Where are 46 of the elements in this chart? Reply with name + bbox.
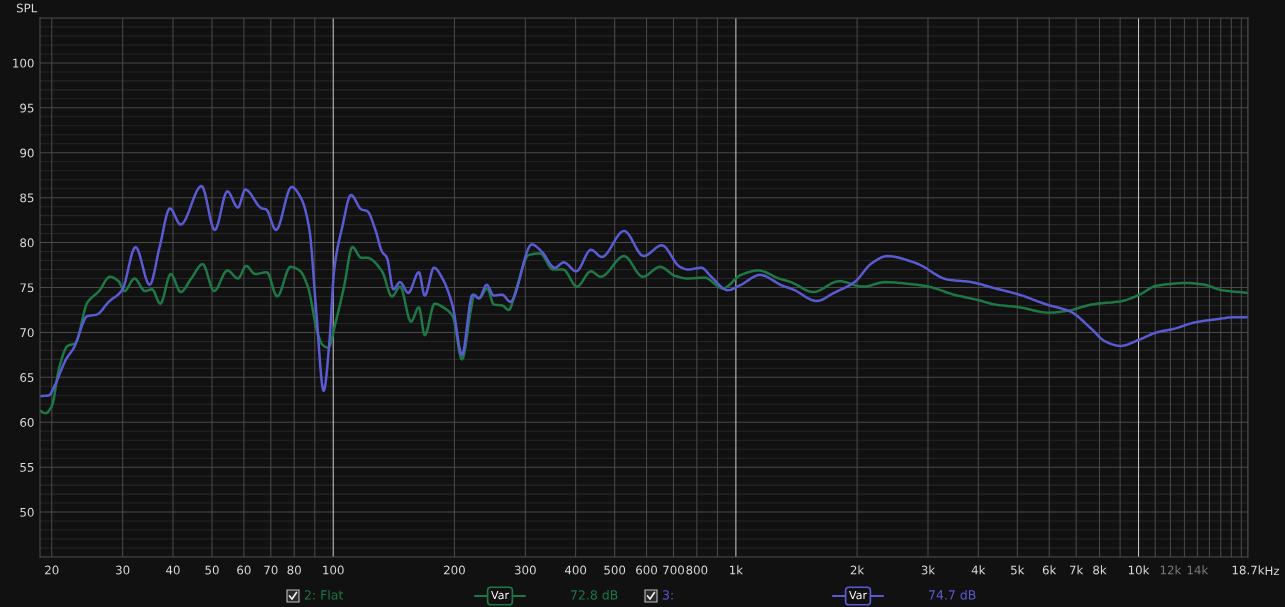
y-tick-label: 60 <box>20 417 34 427</box>
x-tick-label: 30 <box>116 565 130 575</box>
y-tick-label: 75 <box>20 283 34 293</box>
x-tick-label: 5k <box>1011 565 1025 575</box>
y-axis-title: SPL <box>16 3 38 13</box>
x-tick-label: 8k <box>1093 565 1107 575</box>
y-tick-label: 65 <box>20 373 34 382</box>
x-tick-label: 100 <box>323 565 344 575</box>
x-tick-label: 10k <box>1128 565 1150 575</box>
y-tick-label: 55 <box>20 463 34 472</box>
x-tick-label: 12k <box>1160 565 1182 575</box>
text: 74.7 dB <box>929 589 976 600</box>
x-tick-label: 60 <box>237 565 251 575</box>
text: Var <box>491 590 510 600</box>
x-tick-label: 7k <box>1069 565 1084 575</box>
x-tick-label: 3k <box>921 565 936 575</box>
x-tick-label: 700 <box>663 565 684 575</box>
y-tick-label: 85 <box>20 193 34 203</box>
x-tick-label: 14k <box>1187 565 1209 575</box>
x-tick-label: 70 <box>264 565 278 575</box>
x-tick-label: 600 <box>636 565 658 575</box>
x-tick-label: 50 <box>205 565 219 575</box>
x-tick-label: 2k <box>850 565 865 575</box>
text: Var <box>849 590 868 600</box>
x-tick-label: 500 <box>604 565 626 575</box>
y-tick-label: 50 <box>20 507 34 517</box>
x-tick-label: 6k <box>1042 565 1057 575</box>
text: 3: <box>662 590 673 600</box>
x-tick-label: 800 <box>686 565 708 575</box>
y-tick-label: 80 <box>20 238 34 248</box>
x-axis-title: Hz <box>1265 566 1280 576</box>
x-tick-label: 4k <box>971 565 986 575</box>
x-tick-label: 200 <box>444 565 465 575</box>
y-tick-label: 95 <box>20 103 34 113</box>
x-tick-label: 1k <box>729 565 744 575</box>
x-tick-label: 40 <box>166 565 180 575</box>
y-tick-label: 100 <box>13 58 34 68</box>
x-tick-label: 400 <box>564 565 587 575</box>
x-tick-label: 20 <box>45 565 59 575</box>
text: 2: Flat <box>304 589 344 600</box>
x-tick-label: 300 <box>514 565 536 575</box>
y-tick-label: 90 <box>20 148 34 158</box>
text: 72.8 dB <box>571 589 618 600</box>
x-tick-label: 80 <box>287 565 301 575</box>
x-tick-label: 18.7k <box>1232 565 1265 575</box>
y-tick-label: 70 <box>20 328 34 338</box>
